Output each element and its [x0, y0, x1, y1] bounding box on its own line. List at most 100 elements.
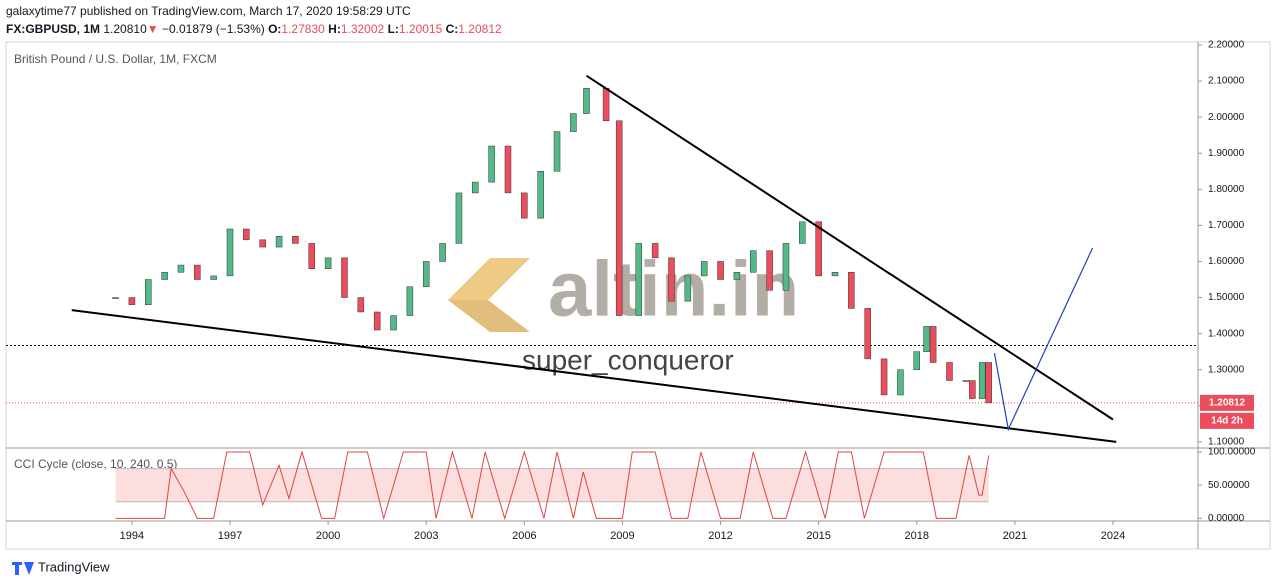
frame: [5, 41, 1271, 550]
x-tick-label: 2021: [1003, 530, 1027, 542]
candle: [243, 228, 250, 241]
ohlc-value: 1.20015: [398, 22, 443, 36]
candle: [897, 369, 904, 396]
candle: [357, 297, 365, 313]
y-tick-label: 2.10000: [1208, 76, 1245, 87]
candle: [455, 192, 463, 244]
candle: [292, 235, 299, 244]
y-tick-label: 1.10000: [1208, 437, 1245, 448]
candle: [733, 272, 741, 280]
publisher: galaxytime77 published on TradingView.co…: [6, 4, 411, 18]
ohlc-value: 1.27830: [281, 22, 325, 36]
candle: [472, 181, 479, 194]
candle: [504, 145, 512, 194]
candle: [969, 380, 976, 399]
y-tick-label: 1.50000: [1208, 292, 1245, 303]
watermark-logo: [448, 258, 530, 332]
candle: [570, 113, 577, 132]
candle: [668, 257, 675, 302]
ohlc-label: H:: [328, 22, 341, 36]
y-tick-label: 2.00000: [1208, 112, 1245, 123]
x-tick-label: 2000: [316, 530, 340, 542]
candle: [923, 326, 930, 352]
candle: [583, 88, 590, 114]
candle: [439, 243, 446, 262]
trendline: [71, 309, 1117, 443]
symbol: FX:GBPUSD, 1M: [6, 22, 101, 36]
trendline: [585, 74, 1114, 421]
candle: [815, 221, 822, 277]
candle: [226, 228, 234, 277]
ohlc-value: 1.20812: [458, 22, 502, 36]
y-tick-label: 1.80000: [1208, 184, 1245, 195]
candle: [128, 297, 136, 306]
candle: [259, 239, 266, 248]
cci-line: [115, 450, 990, 521]
candle: [978, 362, 986, 399]
candle: [962, 380, 970, 382]
footer: TradingView: [38, 559, 110, 574]
x-tick-label: 1997: [218, 530, 242, 542]
candle: [422, 261, 430, 287]
price-tag-label: 1.20812: [1209, 397, 1246, 408]
logo-icon: [12, 562, 34, 575]
candle: [324, 257, 332, 269]
candle: [488, 145, 495, 183]
candle: [831, 272, 839, 277]
y-tick-label: 0.00000: [1208, 513, 1245, 524]
candle: [700, 261, 708, 277]
candle: [145, 279, 152, 306]
candle: [782, 243, 790, 291]
candle: [194, 264, 201, 280]
y-tick-label: 1.70000: [1208, 220, 1245, 231]
chart-title: British Pound / U.S. Dollar, 1M, FXCM: [14, 52, 217, 66]
price-tag: [1200, 394, 1254, 411]
candle: [717, 261, 724, 280]
cci-band: [115, 468, 989, 502]
candle: [553, 131, 561, 172]
y-tick-label: 1.30000: [1208, 364, 1245, 375]
countdown-label: 14d 2h: [1211, 415, 1243, 426]
countdown-tag: [1200, 412, 1254, 429]
y-tick-label: 50.00000: [1208, 480, 1250, 491]
candle: [985, 362, 992, 404]
x-tick-label: 2024: [1101, 530, 1125, 542]
trendline: [993, 247, 1094, 432]
x-tick-label: 2006: [512, 530, 536, 542]
candle: [864, 308, 871, 360]
candle: [684, 275, 692, 302]
candle: [390, 315, 397, 331]
y-tick-label: 1.60000: [1208, 256, 1245, 267]
candle: [373, 311, 381, 331]
candle: [913, 351, 921, 370]
x-tick-label: 2018: [905, 530, 929, 542]
candle: [177, 264, 185, 273]
candle: [341, 257, 348, 298]
cci-title: CCI Cycle (close, 10, 240, 0.5): [14, 457, 177, 471]
ohlc-label: L:: [387, 22, 399, 36]
candle: [749, 250, 757, 273]
candle: [406, 286, 414, 316]
y-tick-label: 1.40000: [1208, 328, 1245, 339]
x-tick-label: 1994: [120, 530, 144, 542]
candle: [929, 326, 937, 363]
x-tick-label: 2009: [610, 530, 634, 542]
y-tick-label: 100.00000: [1208, 447, 1256, 458]
ohlc: O:1.27830 H:1.32002 L:1.20015 C:1.20812: [268, 22, 502, 36]
y-tick-label: 2.20000: [1208, 40, 1245, 51]
x-tick-label: 2012: [708, 530, 732, 542]
y-tick-label: 1.90000: [1208, 148, 1245, 159]
arrow: ▼: [146, 22, 159, 36]
candle: [521, 192, 528, 219]
watermark-author: super_conqueror: [522, 344, 734, 375]
candle: [308, 243, 316, 269]
x-tick-label: 2003: [414, 530, 438, 542]
candle: [112, 297, 119, 299]
candle: [635, 243, 643, 316]
candle: [848, 272, 855, 309]
candle: [615, 120, 623, 316]
candle: [651, 243, 659, 259]
ohlc-value: 1.32002: [340, 22, 385, 36]
x-tick-label: 2015: [806, 530, 830, 542]
ohlc-label: C:: [445, 22, 459, 36]
